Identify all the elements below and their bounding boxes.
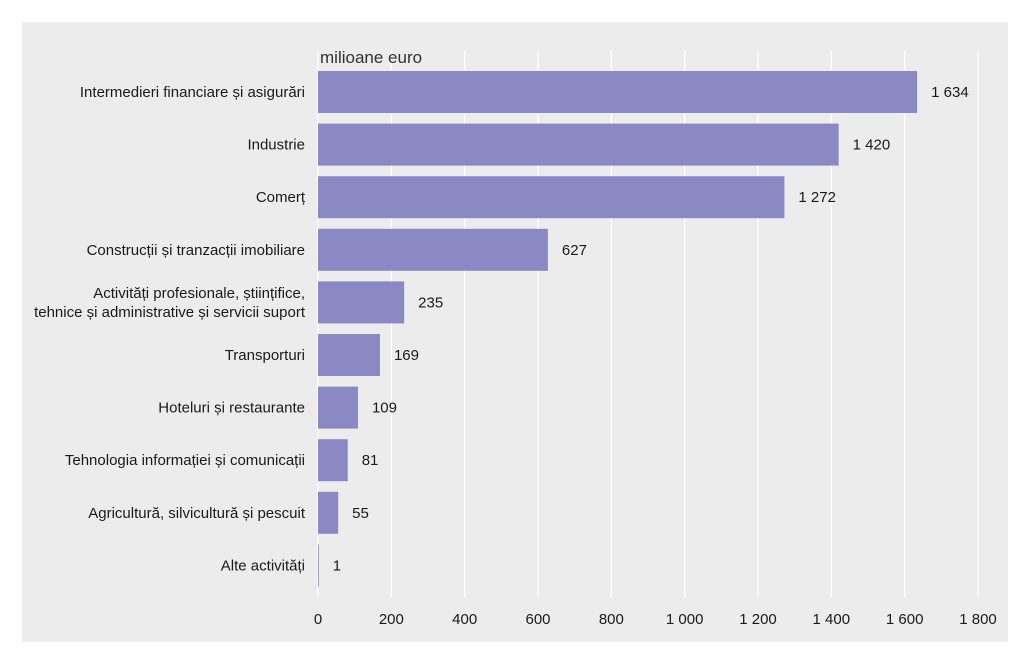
- x-tick-label: 600: [525, 611, 550, 628]
- x-tick-label: 1 800: [959, 611, 997, 628]
- value-label: 81: [362, 452, 379, 469]
- category-label: Transporturi: [225, 347, 305, 364]
- value-label: 1: [333, 557, 341, 574]
- x-tick-label: 400: [452, 611, 477, 628]
- x-tick-label: 0: [314, 611, 322, 628]
- x-tick-label: 1 600: [886, 611, 924, 628]
- bar: [318, 123, 839, 166]
- unit-label: milioane euro: [320, 48, 422, 67]
- x-tick-label: 800: [599, 611, 624, 628]
- bar: [318, 544, 319, 587]
- bar: [318, 334, 380, 376]
- value-label: 55: [352, 505, 369, 522]
- category-label: Intermedieri financiare și asigurări: [80, 84, 305, 101]
- category-label: tehnice și administrative și servicii su…: [34, 304, 306, 321]
- x-tick-label: 1 000: [666, 611, 704, 628]
- category-label: Tehnologia informației și comunicații: [65, 452, 305, 469]
- category-label: Industrie: [247, 137, 305, 154]
- bar: [318, 176, 785, 219]
- value-label: 627: [562, 242, 587, 259]
- category-label: Construcții și tranzacții imobiliare: [87, 242, 305, 259]
- bar: [318, 281, 405, 324]
- value-label: 1 272: [798, 189, 836, 206]
- value-label: 1 420: [853, 137, 891, 154]
- x-tick-label: 1 200: [739, 611, 777, 628]
- category-label: Agricultură, silvicultură și pescuit: [88, 505, 306, 522]
- category-label: Hoteluri și restaurante: [158, 400, 305, 417]
- value-label: 1 634: [931, 84, 969, 101]
- bar: [318, 71, 918, 113]
- category-label: Alte activități: [221, 557, 305, 574]
- category-label: Comerț: [256, 189, 306, 206]
- value-label: 169: [394, 347, 419, 364]
- category-label: Activități profesionale, științifice,: [93, 285, 305, 302]
- bar: [318, 228, 548, 271]
- value-label: 235: [418, 294, 443, 311]
- bar: [318, 491, 339, 534]
- x-tick-label: 200: [379, 611, 404, 628]
- x-tick-label: 1 400: [813, 611, 851, 628]
- bar: [318, 386, 358, 429]
- value-label: 109: [372, 400, 397, 417]
- bar: [318, 439, 348, 482]
